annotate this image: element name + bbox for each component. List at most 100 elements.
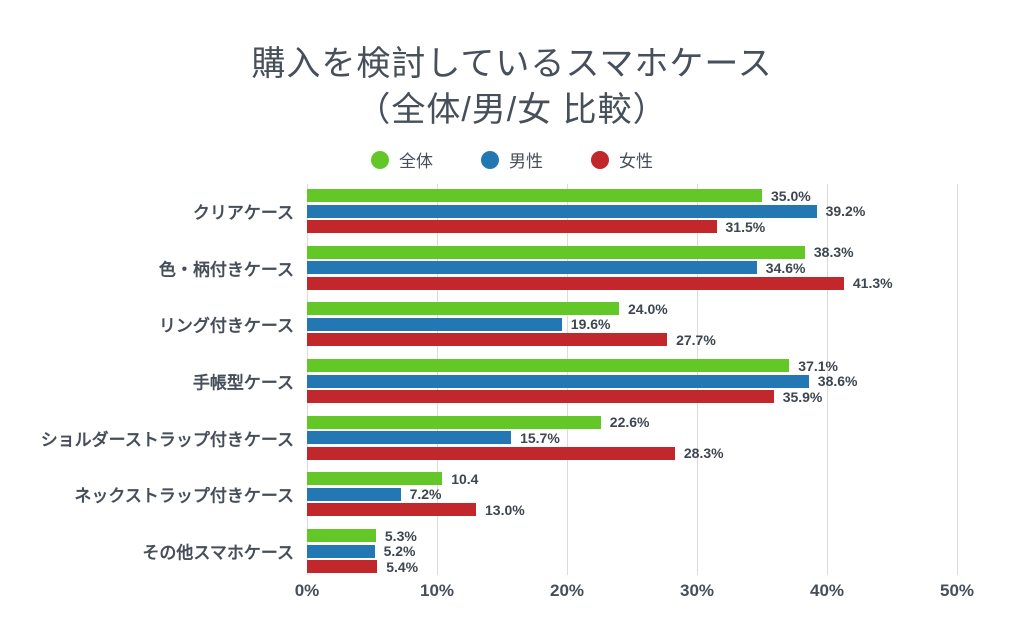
chart-row: クリアケース 35.0% 39.2% 31.5% [193, 187, 957, 235]
value-label: 35.9% [782, 388, 823, 405]
value-label: 5.2% [383, 543, 416, 560]
bar-chart: クリアケース 35.0% 39.2% 31.5% 色・柄付きケース 38.3% 34.6% 4… [41, 184, 974, 600]
bar-男性 [307, 261, 757, 275]
category-label: ショルダーストラップ付きケース [40, 430, 294, 450]
value-label: 38.6% [817, 373, 858, 390]
category-label: 色・柄付きケース [158, 260, 294, 280]
value-label: 31.5% [725, 218, 766, 235]
x-axis-tick: 30% [679, 581, 715, 600]
bar-全体 [307, 302, 619, 316]
bar-男性 [307, 374, 809, 388]
value-label: 27.7% [676, 331, 716, 348]
value-label: 10.4 [451, 470, 479, 487]
bar-女性 [307, 560, 378, 574]
value-label: 13.0% [485, 501, 525, 518]
bar-男性 [307, 487, 401, 501]
bar-全体 [307, 529, 376, 543]
x-axis: 0% 10% 20% 30% 40% 50% [295, 581, 974, 605]
x-axis-tick: 10% [419, 581, 455, 600]
value-label: 5.3% [384, 527, 417, 544]
value-label: 7.2% [409, 486, 442, 503]
legend-label: 女性 [619, 152, 653, 171]
bar-女性 [307, 446, 675, 460]
bar-女性 [307, 276, 844, 290]
bar-全体 [307, 359, 790, 373]
chart-row: その他スマホケース 5.3% 5.2% 5.4% [142, 527, 957, 575]
category-label: リング付きケース [158, 316, 294, 336]
chart-row: 手帳型ケース 37.1% 38.6% 35.9% [193, 357, 957, 405]
gridline [957, 184, 958, 575]
value-label: 39.2% [825, 203, 866, 219]
legend-swatch-icon [371, 150, 389, 169]
bar-line: 35.0% [307, 187, 957, 204]
value-label: 28.3% [683, 445, 724, 462]
bar-男性 [307, 317, 562, 331]
bar-line: 5.3% [307, 527, 957, 544]
bar-line: 15.7% [307, 429, 957, 446]
legend-item-全体: 全体 [371, 147, 433, 172]
value-label: 19.6% [570, 316, 611, 333]
bar-line: 39.2% [307, 203, 957, 219]
bar-line: 27.7% [307, 331, 957, 348]
bar-line: 34.6% [307, 259, 957, 276]
bar-line: 19.6% [307, 316, 957, 333]
value-label: 34.6% [765, 259, 806, 276]
category-label: 手帳型ケース [192, 373, 294, 393]
bar-line: 5.2% [307, 543, 957, 560]
legend-label: 全体 [399, 152, 433, 171]
bar-女性 [307, 333, 668, 347]
x-axis-tick: 40% [809, 581, 845, 600]
bar-line: 37.1% [307, 357, 957, 374]
chart-row: リング付きケース 24.0% 19.6% 27.7% [159, 300, 957, 348]
bar-全体 [307, 472, 443, 486]
bar-line: 35.9% [307, 388, 957, 405]
value-label: 38.3% [813, 244, 854, 261]
legend: 全体 男性 女性 [0, 147, 1024, 172]
bar-line: 10.4 [307, 470, 957, 487]
value-label: 37.1% [798, 357, 838, 374]
bar-line: 38.3% [307, 244, 957, 261]
bar-line: 41.3% [307, 275, 957, 292]
bar-line: 28.3% [307, 445, 957, 462]
value-label: 5.4% [386, 558, 419, 575]
bar-女性 [307, 503, 476, 517]
bar-全体 [307, 415, 601, 429]
legend-swatch-icon [591, 150, 609, 169]
bar-男性 [307, 544, 375, 558]
legend-item-女性: 女性 [591, 147, 653, 172]
x-axis-tick: 20% [549, 581, 585, 600]
category-label: その他スマホケース [142, 543, 294, 563]
chart-row: ショルダーストラップ付きケース 22.6% 15.7% 28.3% [41, 414, 957, 462]
chart-row: 色・柄付きケース 38.3% 34.6% 41.3% [159, 244, 957, 292]
bar-全体 [307, 245, 805, 259]
chart-title-line2: （全体/男/女 比較） [356, 90, 668, 129]
bar-line: 24.0% [307, 300, 957, 317]
legend-label: 男性 [509, 152, 543, 171]
legend-item-男性: 男性 [481, 147, 543, 172]
bar-line: 22.6% [307, 414, 957, 430]
chart-title: 購入を検討しているスマホケース （全体/男/女 比較） [0, 42, 1024, 133]
bar-line: 31.5% [307, 218, 957, 235]
category-label: クリアケース [192, 203, 294, 223]
value-label: 24.0% [628, 300, 668, 317]
bar-line: 5.4% [307, 558, 957, 575]
bar-男性 [307, 204, 817, 218]
bar-line: 38.6% [307, 373, 957, 390]
x-axis-tick: 0% [294, 581, 320, 600]
value-label: 15.7% [520, 429, 560, 446]
legend-swatch-icon [481, 150, 499, 169]
chart-row: ネックストラップ付きケース 10.4 7.2% 13.0% [74, 470, 957, 518]
value-label: 41.3% [852, 275, 893, 292]
bar-line: 13.0% [307, 501, 957, 518]
bar-女性 [307, 220, 717, 233]
value-label: 35.0% [771, 187, 811, 204]
gridline [827, 184, 828, 575]
category-label: ネックストラップ付きケース [74, 486, 294, 506]
x-axis-tick: 50% [939, 581, 975, 600]
chart-rows: クリアケース 35.0% 39.2% 31.5% 色・柄付きケース 38.3% 34.6% 4… [41, 187, 957, 575]
bar-男性 [307, 431, 512, 445]
chart-title-line1: 購入を検討しているスマホケース [251, 45, 773, 83]
bar-全体 [307, 189, 762, 202]
bar-女性 [307, 390, 774, 404]
